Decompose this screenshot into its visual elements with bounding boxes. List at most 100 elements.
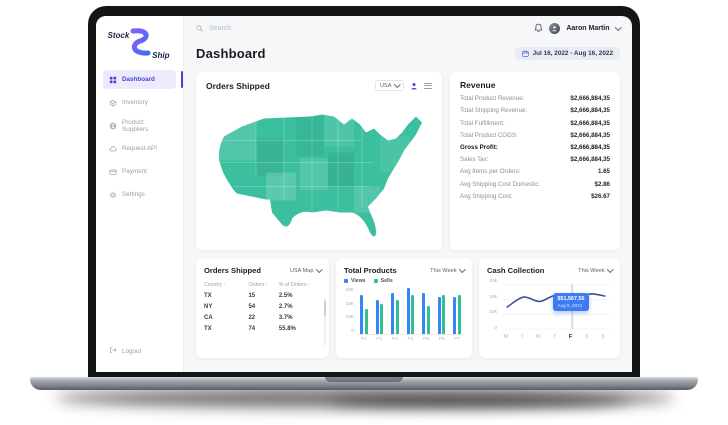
x-axis-labels: P1 P2 P3 P4 P5 P6 P7 — [344, 335, 464, 342]
table-row[interactable]: CA 22 3.7% — [204, 315, 321, 321]
products-period-value: This Week — [430, 267, 457, 274]
chart-legend: Views Sells — [344, 278, 464, 284]
table-header-row: Country↕ Orders↕ % of Orders↕ — [204, 282, 321, 288]
gear-icon — [109, 190, 117, 199]
scrollbar-track — [324, 298, 326, 346]
region-selector[interactable]: USA — [374, 80, 404, 91]
table-cell: 22 — [248, 315, 256, 321]
revenue-value: $2,666,884,35 — [570, 131, 610, 139]
avatar[interactable] — [549, 22, 561, 34]
bar-sells[interactable] — [380, 304, 384, 334]
sort-icon: ↕ — [265, 282, 268, 287]
column-header-sortable[interactable]: Orders↕ — [248, 282, 268, 288]
bar-group — [406, 288, 415, 334]
bar-views[interactable] — [360, 294, 363, 334]
main-area: Aaron Martin Dashboard Jul 16, 2022 - Au… — [184, 16, 632, 372]
logout-icon — [109, 346, 117, 356]
sidebar-item-product-suppliers[interactable]: Product Suppliers — [103, 116, 176, 135]
revenue-label: Total Shipping Revenue: — [460, 107, 528, 115]
menu-icon[interactable] — [424, 82, 432, 89]
search-input[interactable] — [207, 23, 341, 33]
scrollbar-thumb[interactable] — [324, 300, 326, 316]
y-tick: 20k — [489, 279, 497, 284]
logout-button[interactable]: Logout — [109, 346, 141, 356]
bar-views[interactable] — [406, 288, 410, 334]
sidebar-item-request-api[interactable]: Request API — [103, 139, 176, 158]
day-label: W — [535, 334, 541, 340]
brand-logo: Stock Ship — [102, 26, 178, 62]
sidebar-item-inventory[interactable]: Inventory — [103, 93, 176, 112]
orders-table-selector[interactable]: USA Map — [289, 266, 322, 274]
calendar-icon — [522, 49, 529, 57]
orders-shipped-table-card: Orders Shipped USA Map Country↕ Orders↕ % … — [196, 258, 329, 358]
revenue-value: $2,666,884,35 — [570, 107, 610, 115]
bar-group — [391, 292, 399, 334]
bar-group — [453, 294, 461, 334]
column-header-sortable[interactable]: % of Orders↕ — [278, 282, 310, 288]
x-tick: P2 — [376, 337, 383, 342]
bar-sells[interactable] — [395, 299, 399, 334]
orders-table-selector-value: USA Map — [289, 267, 314, 274]
date-range-picker[interactable]: Jul 16, 2022 - Aug 16, 2022 — [514, 46, 620, 60]
table-cell: 55.8% — [278, 326, 296, 332]
sidebar-item-dashboard[interactable]: Dashboard — [103, 70, 183, 89]
y-tick: 20K — [345, 288, 354, 293]
cash-collection-card: Cash Collection This Week 20k 15k 10k 0 $51… — [479, 258, 620, 358]
bar-sells[interactable] — [364, 308, 368, 334]
cash-period-selector[interactable]: This Week — [578, 266, 613, 274]
x-tick: P4 — [407, 337, 414, 342]
bar-chart-plot — [357, 288, 464, 335]
user-menu[interactable]: Aaron Martin — [534, 22, 621, 34]
bar-sells[interactable] — [411, 294, 415, 334]
sidebar-menu: Dashboard Inventory Product Suppliers Reque… — [96, 70, 183, 204]
usa-map[interactable] — [204, 100, 434, 246]
cash-chart-title: Cash Collection — [487, 266, 545, 275]
revenue-label: Total Fulfillment: — [460, 119, 505, 127]
table-cell: 2.5% — [278, 293, 293, 299]
bar-group — [422, 292, 430, 334]
search-icon — [196, 25, 203, 32]
table-row[interactable]: NY 54 2.7% — [204, 304, 321, 310]
map-card-title: Orders Shipped — [206, 80, 270, 91]
sidebar-item-label: Product Suppliers — [122, 118, 149, 133]
page-header: Dashboard Jul 16, 2022 - Aug 16, 2022 — [196, 42, 620, 64]
y-tick: 10K — [345, 315, 354, 321]
sort-icon: ↕ — [307, 282, 310, 287]
legend-swatch — [373, 279, 378, 283]
sidebar-item-payment[interactable]: Payment — [103, 162, 176, 181]
y-axis-labels: 20k 15k 10k 0 — [487, 279, 500, 331]
bar-sells[interactable] — [457, 294, 461, 334]
legend-item[interactable]: Views — [344, 278, 366, 284]
bar-group — [360, 294, 368, 334]
bar-sells[interactable] — [426, 306, 430, 334]
x-tick: P6 — [438, 337, 445, 342]
search-bar[interactable] — [196, 23, 529, 33]
revenue-value: $2.86 — [594, 180, 610, 188]
laptop-shadow-inner — [330, 396, 630, 408]
table-row[interactable]: TX 74 55.8% — [204, 326, 321, 332]
bar-views[interactable] — [453, 297, 457, 334]
avatar-person-icon — [552, 25, 558, 31]
revenue-row: Total Product Revenue: $2,666,884,35 — [460, 95, 610, 102]
bell-icon[interactable] — [534, 23, 543, 33]
revenue-row: Avg Shipping Cost Domestic: $2.86 — [460, 181, 610, 188]
revenue-label: Total Product COGS: — [460, 131, 518, 139]
bar-sells[interactable] — [442, 294, 446, 334]
bar-views[interactable] — [422, 292, 426, 334]
sidebar: Stock Ship Dashboard Inventory Product Sup… — [96, 16, 184, 372]
person-pin-icon[interactable] — [410, 82, 418, 90]
sidebar-item-settings[interactable]: Settings — [103, 185, 176, 204]
dashboard-app: Stock Ship Dashboard Inventory Product Sup… — [96, 16, 632, 372]
laptop-bezel: Stock Ship Dashboard Inventory Product Sup… — [88, 6, 640, 378]
bar-views[interactable] — [375, 299, 379, 334]
legend-label: Sells — [380, 278, 393, 284]
day-label: S — [601, 334, 605, 340]
topbar: Aaron Martin — [184, 16, 632, 40]
legend-item[interactable]: Sells — [373, 278, 393, 284]
products-period-selector[interactable]: This Week — [430, 266, 465, 274]
legend-swatch — [344, 279, 348, 283]
bar-views[interactable] — [391, 292, 395, 334]
table-row[interactable]: TX 15 2.5% — [204, 293, 321, 299]
column-header-sortable[interactable]: Country↕ — [204, 282, 226, 288]
bar-views[interactable] — [437, 297, 441, 334]
